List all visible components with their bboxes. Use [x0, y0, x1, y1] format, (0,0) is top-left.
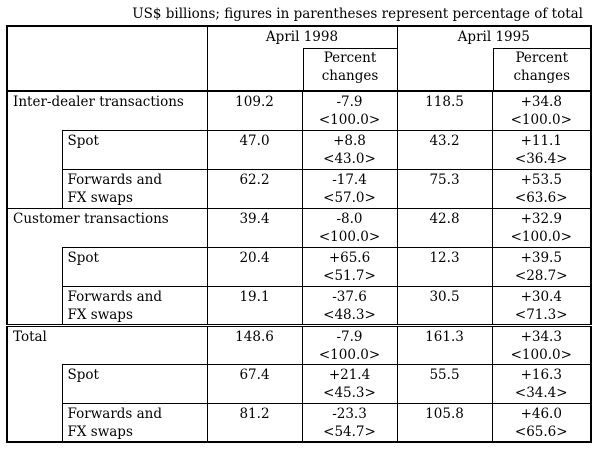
change-1998: -23.3 <54.7>	[301, 402, 397, 442]
value-1995: 43.2	[396, 129, 492, 169]
value-1998: 148.6	[206, 323, 302, 364]
change-1995: +53.5 <63.6>	[491, 168, 591, 208]
row-label: Forwards and FX swaps	[61, 285, 207, 325]
value-1998: 19.1	[206, 285, 302, 325]
value-1998: 67.4	[206, 363, 302, 403]
change-1998: -37.6 <48.3>	[301, 285, 397, 325]
value-1998: 62.2	[206, 168, 302, 208]
value-1998: 81.2	[206, 402, 302, 442]
change-1995: +30.4 <71.3>	[491, 285, 591, 325]
percent-changes-1995: Percent changes	[492, 48, 590, 89]
value-1995: 55.5	[396, 363, 492, 403]
row-label: Inter-dealer transactions	[13, 94, 184, 110]
table-row: Forwards and FX swaps 81.2 -23.3 <54.7> 10…	[7, 402, 591, 442]
row-label: Customer transactions	[7, 207, 207, 247]
row-label: Total	[7, 323, 207, 364]
change-1998: -7.9 <100.0>	[301, 323, 397, 364]
change-1995: +16.3 <34.4>	[491, 363, 591, 403]
table-row: Total 148.6 -7.9 <100.0> 161.3 +34.3 <100.…	[7, 323, 591, 364]
units-note: US$ billions; figures in parentheses rep…	[132, 6, 583, 22]
value-1998: 47.0	[206, 129, 302, 169]
change-1995: +32.9 <100.0>	[491, 207, 591, 247]
row-label: Spot	[61, 129, 207, 169]
value-1995: 161.3	[396, 323, 492, 364]
header-blank	[7, 26, 207, 92]
row-label: Forwards and FX swaps	[61, 168, 207, 208]
table-row: Spot 67.4 +21.4 <45.3> 55.5 +16.3 <34.4>	[7, 363, 591, 403]
percent-changes-1998: Percent changes	[302, 48, 397, 89]
header-1998: April 1998 Percent changes	[206, 26, 397, 92]
value-1995: 105.8	[396, 402, 492, 442]
change-1998: -7.9 <100.0>	[301, 91, 397, 130]
value-1995: 30.5	[396, 285, 492, 325]
value-1995: 12.3	[396, 246, 492, 286]
change-1995: +39.5 <28.7>	[491, 246, 591, 286]
table-row: Spot 20.4 +65.6 <51.7> 12.3 +39.5 <28.7>	[7, 246, 591, 286]
year-1995-label: April 1995	[457, 29, 530, 45]
change-1998: +21.4 <45.3>	[301, 363, 397, 403]
changes-label-1998: changes	[321, 68, 379, 84]
value-1998: 109.2	[206, 91, 302, 130]
row-label: Spot	[61, 246, 207, 286]
year-1998-label: April 1998	[265, 29, 339, 45]
percent-label-1995: Percent	[515, 50, 569, 66]
fx-transactions-table: April 1998 Percent changes April 1995 Pe…	[6, 25, 592, 443]
header-1995: April 1995 Percent changes	[396, 26, 591, 92]
change-1995: +34.8 <100.0>	[491, 91, 591, 130]
table-row: Forwards and FX swaps 62.2 -17.4 <57.0> 75…	[7, 168, 591, 208]
change-1995: +11.1 <36.4>	[491, 129, 591, 169]
change-1998: -8.0 <100.0>	[301, 207, 397, 247]
row-label: Forwards and FX swaps	[61, 402, 207, 442]
table-row: Forwards and FX swaps 19.1 -37.6 <48.3> 30…	[7, 285, 591, 325]
change-1998: +65.6 <51.7>	[301, 246, 397, 286]
value-1995: 42.8	[396, 207, 492, 247]
value-1995: 118.5	[396, 91, 492, 130]
table-row: Customer transactions 39.4 -8.0 <100.0> 4…	[7, 207, 591, 247]
change-1998: -17.4 <57.0>	[301, 168, 397, 208]
change-1995: +34.3 <100.0>	[491, 323, 591, 364]
table-row: Spot 47.0 +8.8 <43.0> 43.2 +11.1 <36.4>	[7, 129, 591, 169]
value-1998: 39.4	[206, 207, 302, 247]
change-1998: +8.8 <43.0>	[301, 129, 397, 169]
changes-label-1995: changes	[513, 68, 571, 84]
change-1995: +46.0 <65.6>	[491, 402, 591, 442]
row-label: Spot	[61, 363, 207, 403]
value-1998: 20.4	[206, 246, 302, 286]
table-row: Inter-dealer transactions 109.2 -7.9 <100…	[7, 91, 591, 130]
percent-label-1998: Percent	[323, 50, 377, 66]
value-1995: 75.3	[396, 168, 492, 208]
